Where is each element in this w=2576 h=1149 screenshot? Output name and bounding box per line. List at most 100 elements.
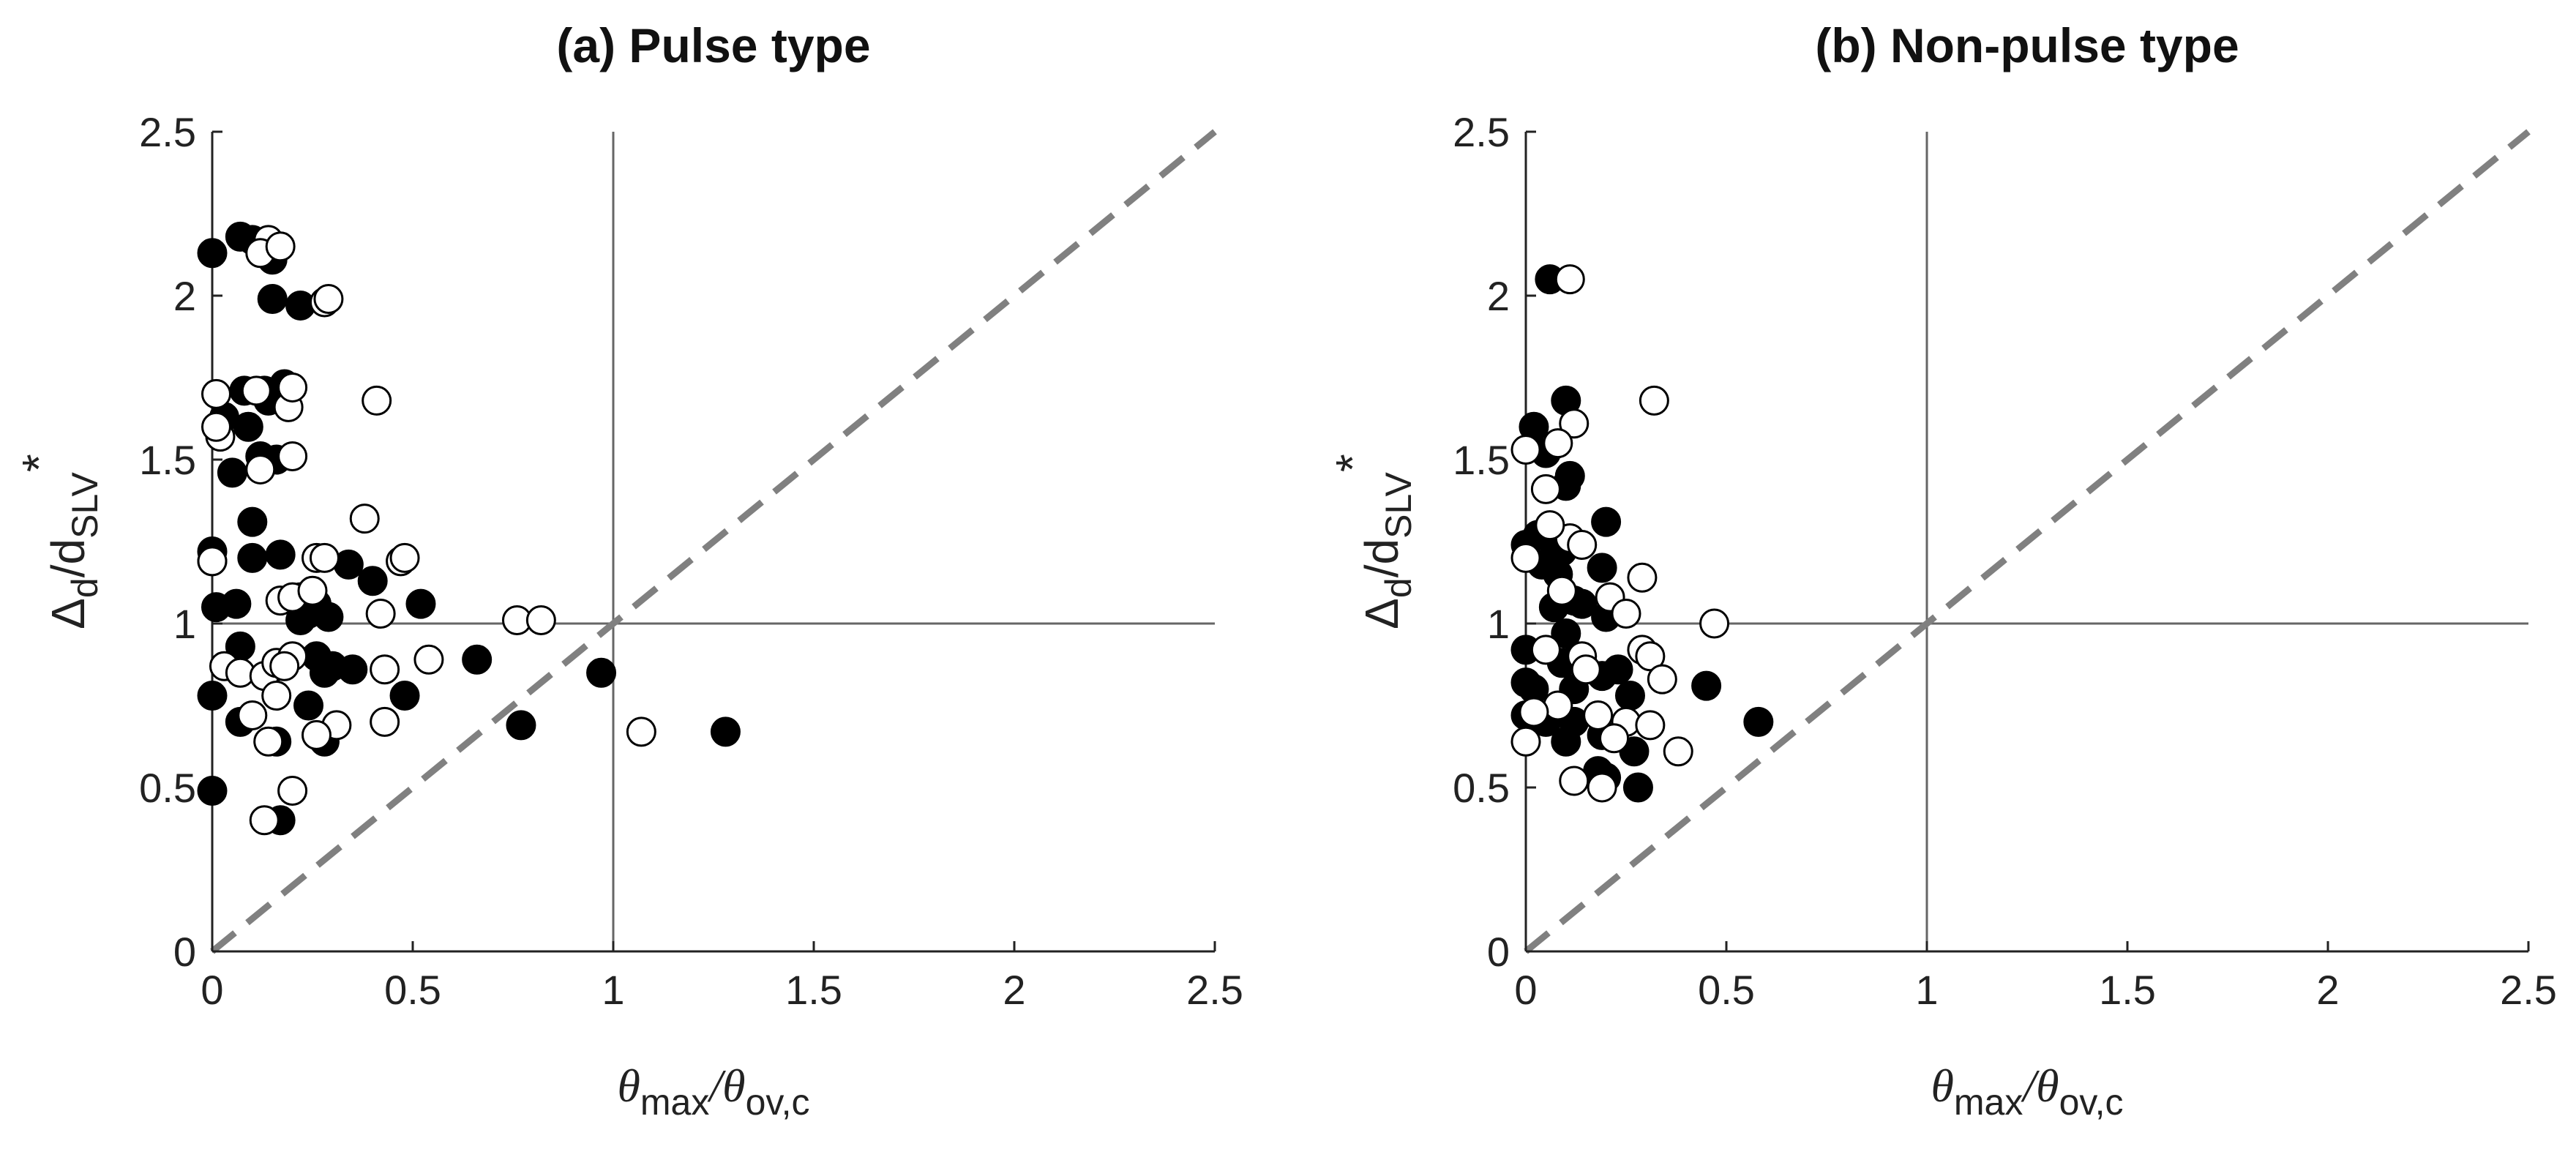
- data-point-open: [1635, 710, 1666, 741]
- data-point-open: [349, 504, 380, 534]
- data-point-filled: [1591, 506, 1622, 537]
- x-tick-label: 0.5: [384, 967, 441, 1013]
- data-point-open: [265, 231, 296, 262]
- y-tick-label: 1: [1487, 601, 1510, 647]
- x-tick-label: 1.5: [2099, 967, 2156, 1013]
- data-point-filled: [1603, 654, 1633, 685]
- data-point-filled: [233, 411, 263, 442]
- diagonal-line: [1524, 129, 2531, 954]
- data-point-open: [1587, 772, 1617, 803]
- data-point-open: [1559, 408, 1590, 439]
- data-point-open: [1583, 700, 1614, 730]
- data-point-open: [1599, 723, 1630, 754]
- y-tick-label: 1.5: [1453, 437, 1510, 483]
- x-tick-label: 2: [1003, 967, 1025, 1013]
- x-tick-label: 2: [2316, 967, 2339, 1013]
- panel-pulse-type: (a) Pulse type 0 0.5 1 1.5 2 2.500.511.522.5 …: [12, 18, 1243, 1123]
- data-point-filled: [1622, 772, 1653, 803]
- data-point-open: [1554, 264, 1585, 295]
- y-tick-label: 2: [173, 273, 196, 319]
- y-tick-label: 0: [1487, 929, 1510, 975]
- data-point-open: [1635, 641, 1666, 672]
- data-point-open: [1627, 562, 1658, 593]
- data-point-open: [1639, 385, 1669, 416]
- data-point-open: [370, 654, 400, 685]
- y-tick-label: 2: [1487, 273, 1510, 319]
- data-point-open: [1530, 474, 1561, 504]
- x-tick-label: 2.5: [1186, 967, 1243, 1013]
- data-point-filled: [309, 657, 340, 688]
- panel-title: (b) Non-pulse type: [1815, 18, 2239, 72]
- data-point-filled: [237, 506, 268, 537]
- data-point-open: [1510, 726, 1541, 757]
- y-tick-label: 0.5: [1453, 765, 1510, 811]
- x-tick-label: 1: [602, 967, 624, 1013]
- x-tick-label: 0.5: [1698, 967, 1755, 1013]
- data-point-filled: [1551, 726, 1581, 757]
- data-point-filled: [1614, 681, 1645, 711]
- data-point-filled: [1587, 553, 1617, 583]
- data-point-open: [1546, 575, 1577, 606]
- data-point-open: [1559, 766, 1590, 796]
- data-point-filled: [337, 654, 368, 685]
- data-point-filled: [265, 539, 296, 570]
- data-point-open: [413, 644, 444, 675]
- data-point-open: [1663, 736, 1693, 767]
- data-point-open: [277, 775, 308, 806]
- data-point-open: [1519, 697, 1549, 727]
- data-point-filled: [197, 681, 228, 711]
- data-point-open: [1543, 428, 1573, 459]
- data-point-filled: [221, 588, 252, 619]
- y-tick-label: 2.5: [139, 109, 196, 155]
- data-point-open: [201, 378, 231, 409]
- x-tick-label: 2.5: [2500, 967, 2557, 1013]
- data-point-open: [370, 706, 400, 737]
- data-point-filled: [237, 542, 268, 573]
- data-point-open: [297, 575, 328, 606]
- data-point-open: [309, 542, 340, 573]
- y-axis-label: Δd/dSLV*: [1326, 454, 1419, 629]
- data-point-filled: [506, 710, 536, 741]
- data-point-open: [197, 546, 228, 577]
- data-point-filled: [257, 283, 288, 314]
- y-axis-label: Δd/dSLV*: [12, 454, 105, 629]
- data-point-filled: [586, 657, 617, 688]
- data-point-open: [237, 700, 268, 730]
- data-point-filled: [293, 690, 324, 721]
- x-tick-label: 1.5: [785, 967, 842, 1013]
- data-point-open: [1567, 529, 1598, 560]
- data-point-open: [1570, 654, 1601, 685]
- data-point-open: [1535, 510, 1565, 541]
- y-tick-label: 0.5: [139, 765, 196, 811]
- y-tick-label: 0: [173, 929, 196, 975]
- data-point-open: [1510, 435, 1541, 465]
- data-point-filled: [389, 681, 420, 711]
- data-point-open: [249, 805, 280, 836]
- data-point-open: [241, 375, 272, 406]
- data-point-open: [362, 385, 392, 416]
- data-point-open: [245, 454, 276, 484]
- data-point-open: [1611, 599, 1641, 629]
- data-point-open: [253, 726, 284, 757]
- data-point-filled: [197, 775, 228, 806]
- panel-title: (a) Pulse type: [556, 18, 870, 72]
- data-point-filled: [217, 457, 247, 488]
- data-point-open: [1530, 635, 1561, 665]
- data-point-open: [201, 411, 231, 442]
- x-tick-label: 0: [201, 967, 223, 1013]
- data-point-filled: [405, 588, 436, 619]
- data-point-open: [313, 283, 344, 314]
- data-point-filled: [1743, 706, 1774, 737]
- data-point-filled: [1691, 670, 1722, 701]
- data-point-open: [277, 441, 308, 472]
- data-point-open: [269, 651, 300, 681]
- data-point-open: [525, 605, 556, 636]
- x-axis-label: θmax/θov,c: [1931, 1060, 2123, 1123]
- data-point-filled: [357, 566, 388, 596]
- data-point-filled: [462, 644, 493, 675]
- data-point-open: [1647, 664, 1677, 695]
- data-point-open: [626, 716, 656, 747]
- data-point-open: [301, 719, 332, 750]
- diagonal-line: [210, 129, 1217, 954]
